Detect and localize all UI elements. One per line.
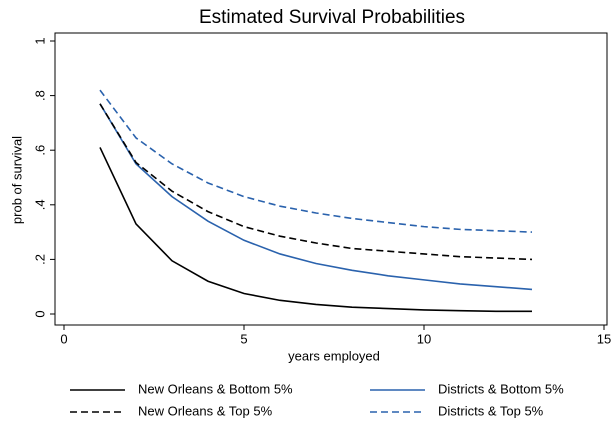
x-tick-label: 0 xyxy=(60,331,67,346)
y-axis-title: prob of survival xyxy=(9,136,24,224)
y-tick-label: .2 xyxy=(32,254,47,265)
x-tick-label: 5 xyxy=(240,331,247,346)
x-tick-label: 10 xyxy=(417,331,431,346)
series-line xyxy=(99,103,533,291)
y-tick-label: .4 xyxy=(32,199,47,210)
legend-label: Districts & Bottom 5% xyxy=(438,381,564,396)
y-tick-label: .6 xyxy=(32,145,47,156)
chart-title: Estimated Survival Probabilities xyxy=(199,7,465,28)
y-tick-label: .8 xyxy=(32,90,47,101)
y-tick-label: 0 xyxy=(32,310,47,317)
legend-label: New Orleans & Bottom 5% xyxy=(138,381,293,396)
series-line xyxy=(99,147,532,313)
x-axis-title: years employed xyxy=(288,348,380,363)
y-tick-label: 1 xyxy=(32,37,47,44)
series-line xyxy=(99,103,533,261)
legend-label: Districts & Top 5% xyxy=(438,403,544,418)
series-line xyxy=(99,89,533,233)
x-tick-label: 15 xyxy=(597,331,611,346)
legend-label: New Orleans & Top 5% xyxy=(138,403,273,418)
plot-frame xyxy=(54,32,608,326)
